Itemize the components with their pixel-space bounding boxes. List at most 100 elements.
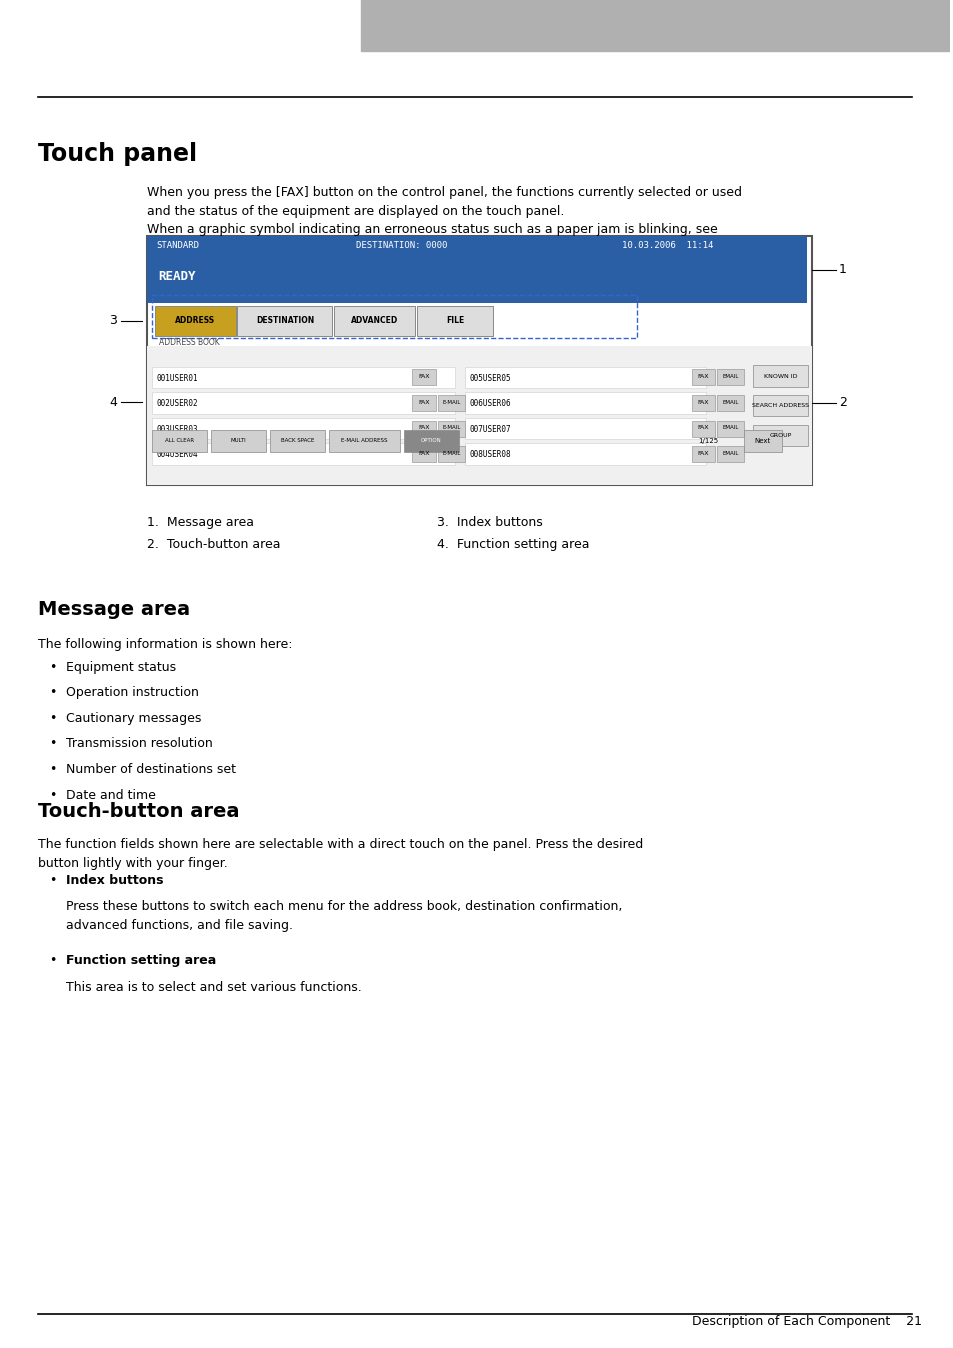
Text: •: • bbox=[50, 686, 57, 700]
Bar bbox=[147, 236, 806, 303]
Bar bbox=[437, 446, 464, 462]
Text: E-MAIL: E-MAIL bbox=[441, 452, 460, 456]
Text: When you press the [FAX] button on the control panel, the functions currently se: When you press the [FAX] button on the c… bbox=[147, 186, 741, 274]
Text: The following information is shown here:: The following information is shown here: bbox=[38, 638, 293, 651]
Text: READY: READY bbox=[158, 270, 196, 283]
Text: Description of Each Component    21: Description of Each Component 21 bbox=[692, 1314, 922, 1328]
Bar bbox=[154, 306, 235, 336]
Text: FAX: FAX bbox=[697, 452, 708, 456]
Text: Index buttons: Index buttons bbox=[67, 874, 164, 887]
Text: Date and time: Date and time bbox=[67, 789, 156, 802]
Bar bbox=[152, 430, 207, 452]
Text: FAX: FAX bbox=[697, 426, 708, 430]
Text: 008USER08: 008USER08 bbox=[469, 450, 511, 460]
Text: MULTI: MULTI bbox=[231, 438, 246, 443]
Text: FAX: FAX bbox=[418, 452, 430, 456]
Text: FAX: FAX bbox=[418, 400, 430, 404]
Text: 3.  Index buttons: 3. Index buttons bbox=[436, 516, 542, 530]
Text: •: • bbox=[50, 763, 57, 776]
Text: EMAIL: EMAIL bbox=[721, 400, 738, 404]
Text: Transmission resolution: Transmission resolution bbox=[67, 737, 213, 751]
Bar bbox=[464, 367, 705, 388]
Text: 003USER03: 003USER03 bbox=[156, 425, 198, 434]
Text: 001USER01: 001USER01 bbox=[156, 373, 198, 383]
Text: 4.  Function setting area: 4. Function setting area bbox=[436, 538, 589, 551]
Bar bbox=[437, 421, 464, 437]
Text: •: • bbox=[50, 789, 57, 802]
Bar bbox=[753, 365, 807, 387]
Text: 4: 4 bbox=[109, 396, 116, 408]
Text: 2.  Touch-button area: 2. Touch-button area bbox=[147, 538, 280, 551]
Text: Function setting area: Function setting area bbox=[67, 954, 216, 968]
Bar bbox=[717, 395, 743, 411]
Text: ADVANCED: ADVANCED bbox=[351, 317, 398, 325]
Bar bbox=[437, 395, 464, 411]
Text: Next: Next bbox=[754, 438, 770, 443]
Text: DESTINATION: 0000: DESTINATION: 0000 bbox=[355, 241, 447, 251]
Bar bbox=[329, 430, 399, 452]
Text: •: • bbox=[50, 661, 57, 674]
Bar bbox=[152, 367, 455, 388]
Bar bbox=[237, 306, 332, 336]
Text: 1/125: 1/125 bbox=[698, 438, 718, 443]
Bar bbox=[334, 306, 415, 336]
Text: •: • bbox=[50, 874, 57, 887]
Bar bbox=[412, 369, 436, 386]
Text: 1.  Message area: 1. Message area bbox=[147, 516, 253, 530]
Text: 005USER05: 005USER05 bbox=[469, 373, 511, 383]
Text: BACK SPACE: BACK SPACE bbox=[280, 438, 314, 443]
Bar bbox=[464, 392, 705, 414]
Bar bbox=[403, 430, 458, 452]
Bar bbox=[717, 446, 743, 462]
Text: This area is to select and set various functions.: This area is to select and set various f… bbox=[67, 981, 362, 995]
Bar bbox=[211, 430, 266, 452]
Text: Number of destinations set: Number of destinations set bbox=[67, 763, 236, 776]
Bar bbox=[147, 346, 811, 485]
Bar bbox=[691, 395, 715, 411]
Text: 004USER04: 004USER04 bbox=[156, 450, 198, 460]
Text: E-MAIL: E-MAIL bbox=[441, 400, 460, 404]
Bar bbox=[464, 418, 705, 439]
Text: EMAIL: EMAIL bbox=[721, 375, 738, 379]
Bar bbox=[412, 446, 436, 462]
Bar bbox=[464, 443, 705, 465]
Bar bbox=[717, 421, 743, 437]
Text: 10.03.2006  11:14: 10.03.2006 11:14 bbox=[621, 241, 713, 251]
Text: Touch-button area: Touch-button area bbox=[38, 802, 239, 821]
Text: DESTINATION: DESTINATION bbox=[255, 317, 314, 325]
Bar bbox=[753, 395, 807, 417]
Bar bbox=[412, 421, 436, 437]
Text: 3: 3 bbox=[109, 314, 116, 328]
Text: ALL CLEAR: ALL CLEAR bbox=[165, 438, 193, 443]
Text: FAX: FAX bbox=[697, 375, 708, 379]
Text: Touch panel: Touch panel bbox=[38, 142, 197, 166]
Text: EMAIL: EMAIL bbox=[721, 426, 738, 430]
Text: 006USER06: 006USER06 bbox=[469, 399, 511, 408]
Text: •: • bbox=[50, 737, 57, 751]
Text: GROUP: GROUP bbox=[769, 433, 791, 438]
Text: ADDRESS: ADDRESS bbox=[175, 317, 215, 325]
Text: STANDARD: STANDARD bbox=[156, 241, 199, 251]
Text: ADDRESS BOOK: ADDRESS BOOK bbox=[158, 338, 219, 348]
Text: 2: 2 bbox=[838, 396, 845, 410]
Text: Press these buttons to switch each menu for the address book, destination confir: Press these buttons to switch each menu … bbox=[67, 900, 622, 931]
Text: 1: 1 bbox=[838, 263, 845, 276]
Bar bbox=[152, 392, 455, 414]
Text: 002USER02: 002USER02 bbox=[156, 399, 198, 408]
Text: OPTION: OPTION bbox=[420, 438, 441, 443]
Text: FAX: FAX bbox=[697, 400, 708, 404]
Text: KNOWN ID: KNOWN ID bbox=[763, 373, 797, 379]
Text: 007USER07: 007USER07 bbox=[469, 425, 511, 434]
Text: E-MAIL ADDRESS: E-MAIL ADDRESS bbox=[340, 438, 387, 443]
Text: The function fields shown here are selectable with a direct touch on the panel. : The function fields shown here are selec… bbox=[38, 838, 642, 869]
Text: EMAIL: EMAIL bbox=[721, 452, 738, 456]
Text: Message area: Message area bbox=[38, 600, 190, 619]
Text: FAX: FAX bbox=[418, 375, 430, 379]
Text: FAX: FAX bbox=[418, 426, 430, 430]
Text: E-MAIL: E-MAIL bbox=[441, 426, 460, 430]
Bar bbox=[743, 430, 781, 452]
Text: SEARCH ADDRESS: SEARCH ADDRESS bbox=[752, 403, 808, 408]
Bar bbox=[691, 421, 715, 437]
Bar bbox=[147, 236, 811, 485]
Bar bbox=[152, 443, 455, 465]
